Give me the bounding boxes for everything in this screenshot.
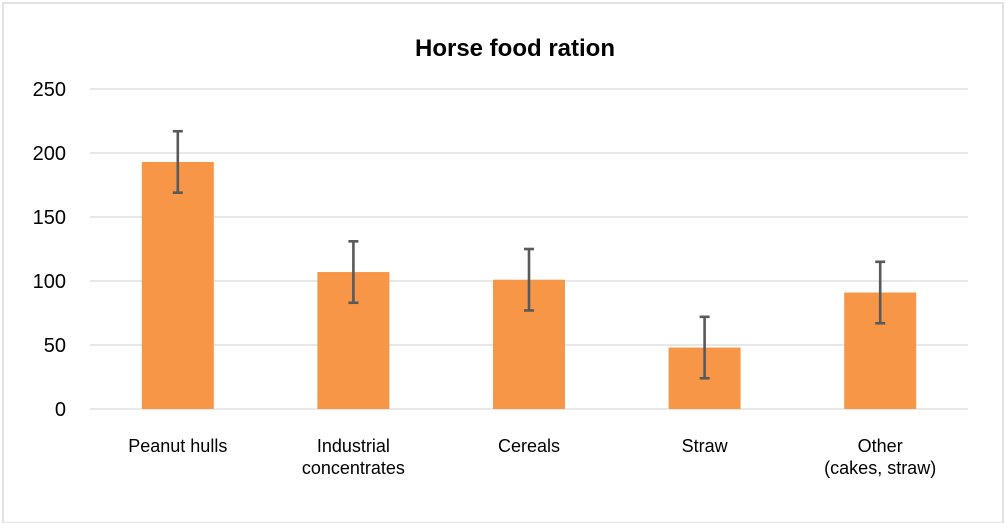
error-bar [348, 240, 359, 305]
error-bars-layer [172, 129, 886, 380]
x-category-label-line: Cereals [498, 436, 560, 456]
x-axis-labels: Peanut hulls Industrial concentrates Cereal… [128, 436, 936, 478]
x-category-label-line: concentrates [302, 458, 405, 478]
x-category-label-line: Straw [682, 436, 729, 456]
x-category-label-line: Peanut hulls [128, 436, 227, 456]
chart-title: Horse food ration [415, 35, 615, 62]
x-category-label: Peanut hulls [128, 436, 227, 456]
error-bar [875, 260, 886, 325]
x-category-label: Other (cakes, straw) [824, 436, 936, 478]
x-category-label: Industrial concentrates [302, 436, 405, 478]
x-category-label-line: Industrial [317, 436, 390, 456]
bars-layer [141, 161, 917, 409]
y-tick-label: 0 [55, 399, 66, 421]
error-bar [524, 247, 534, 312]
y-tick-label: 50 [44, 335, 66, 357]
error-bar [699, 315, 710, 380]
y-tick-label: 150 [33, 207, 66, 229]
y-tick-label: 200 [33, 143, 66, 165]
y-tick-label: 250 [33, 79, 66, 101]
x-category-label: Straw [682, 436, 729, 456]
y-tick-label: 100 [33, 271, 66, 293]
x-category-label-line: (cakes, straw) [824, 458, 936, 478]
error-bar [172, 129, 183, 194]
y-axis-ticks: 0 50 100 150 200 250 [33, 79, 66, 421]
x-category-label-line: Other [858, 436, 903, 456]
x-category-label: Cereals [498, 436, 560, 456]
bar [141, 161, 214, 409]
